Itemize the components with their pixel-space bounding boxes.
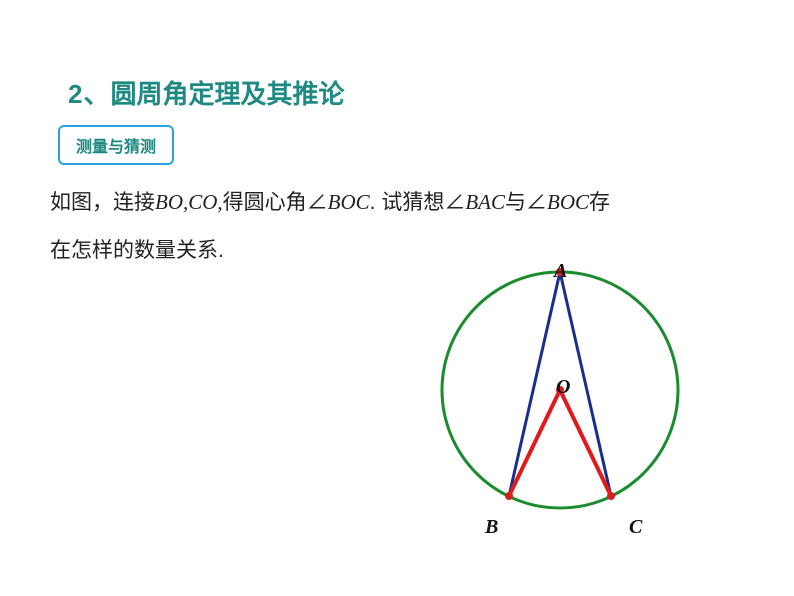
- txt: 与∠: [505, 191, 547, 214]
- txt: 如图，连接: [50, 191, 155, 214]
- txt-it: BAC: [465, 190, 505, 214]
- txt: 得圆心角∠: [223, 191, 328, 214]
- point-label-c: C: [629, 516, 642, 539]
- diagram-svg: [400, 240, 720, 560]
- tag-box: 测量与猜测: [58, 125, 174, 165]
- point-label-b: B: [485, 516, 498, 539]
- tag-text: 测量与猜测: [76, 139, 156, 156]
- txt: . 试猜想∠: [370, 191, 466, 214]
- section-heading: 2、圆周角定理及其推论: [68, 74, 344, 111]
- txt-it: BOC: [547, 190, 589, 214]
- heading-number: 2、: [68, 79, 110, 109]
- geometry-diagram: A O B C: [400, 240, 720, 560]
- point-label-o: O: [556, 376, 570, 399]
- txt-it: BOC: [328, 190, 370, 214]
- point-label-a: A: [554, 260, 567, 283]
- txt: 在怎样的数量关系.: [50, 239, 224, 262]
- txt: 存: [589, 191, 610, 214]
- txt-it: BO,CO,: [155, 190, 223, 214]
- heading-text: 圆周角定理及其推论: [110, 79, 344, 109]
